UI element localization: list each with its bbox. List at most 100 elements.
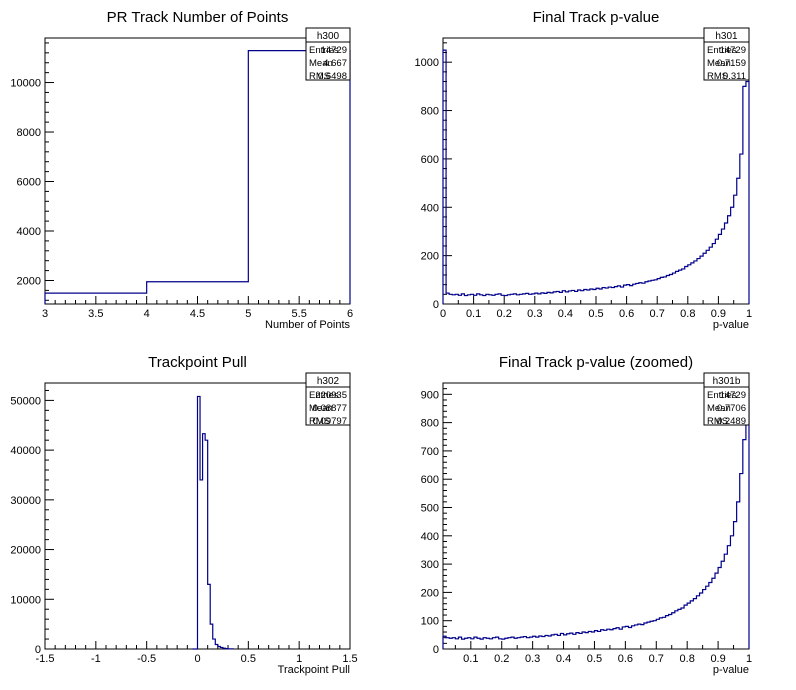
y-tick-label: 700 bbox=[421, 446, 439, 458]
stats-row-value: 14729 bbox=[720, 390, 746, 401]
stats-row-value: 0.08877 bbox=[313, 403, 347, 414]
y-tick-label: 200 bbox=[421, 251, 439, 263]
x-tick-label: 5.5 bbox=[292, 308, 307, 320]
y-tick-label: 10000 bbox=[10, 594, 41, 606]
stats-row-label: Entries bbox=[707, 390, 737, 401]
x-tick-label: 0.5 bbox=[588, 308, 603, 320]
x-tick-label: 0.3 bbox=[525, 653, 540, 665]
y-tick-label: 200 bbox=[421, 587, 439, 599]
plot-frame bbox=[442, 37, 750, 305]
x-tick-label: 0 bbox=[440, 308, 446, 320]
stats-row-value: 0.6498 bbox=[318, 71, 347, 82]
y-tick-label: 800 bbox=[421, 106, 439, 118]
x-tick-label: 0.5 bbox=[241, 653, 256, 665]
x-tick-label: 1.5 bbox=[342, 653, 357, 665]
y-tick-label: 0 bbox=[35, 644, 41, 656]
x-tick-label: 0.7 bbox=[650, 308, 665, 320]
histogram-pad-4: Final Track p-value (zoomed) 0.1 0.2 0.3 0.4… bbox=[421, 354, 752, 676]
stats-box-name: h301 bbox=[715, 31, 738, 42]
x-tick-label: 0.1 bbox=[463, 653, 478, 665]
x-axis-label: Number of Points bbox=[265, 319, 350, 331]
x-tick-label: 6 bbox=[347, 308, 353, 320]
x-axis-label: p-value bbox=[713, 319, 749, 331]
x-axis-label: p-value bbox=[713, 664, 749, 676]
y-tick-label: 500 bbox=[421, 503, 439, 515]
x-tick-label: 0.2 bbox=[497, 308, 512, 320]
y-tick-label: 6000 bbox=[17, 177, 41, 189]
stats-box-name: h300 bbox=[317, 31, 340, 42]
y-tick-label: 100 bbox=[421, 616, 439, 628]
stats-box-frame bbox=[305, 372, 351, 426]
y-tick-label: 0 bbox=[433, 644, 439, 656]
y-tick-label: 2000 bbox=[17, 275, 41, 287]
stats-row-label: RMS bbox=[309, 416, 330, 427]
stats-row-label: Mean bbox=[707, 58, 731, 69]
stats-box-frame bbox=[305, 27, 351, 81]
stats-row-label: RMS bbox=[707, 71, 728, 82]
x-tick-label: 1 bbox=[746, 653, 752, 665]
x-tick-label: 4 bbox=[144, 308, 150, 320]
y-tick-label: 400 bbox=[421, 531, 439, 543]
stats-row-value: 220935 bbox=[315, 390, 347, 401]
x-tick-label: 0.9 bbox=[710, 653, 725, 665]
x-tick-label: 0 bbox=[194, 653, 200, 665]
x-axis-label: Trackpoint Pull bbox=[278, 664, 350, 676]
y-tick-label: 400 bbox=[421, 202, 439, 214]
stats-row-label: Entries bbox=[309, 45, 339, 56]
stats-row-value: 4.667 bbox=[323, 58, 347, 69]
x-tick-label: 0.9 bbox=[711, 308, 726, 320]
x-tick-label: 0.4 bbox=[558, 308, 573, 320]
x-tick-label: 0.2 bbox=[494, 653, 509, 665]
x-tick-label: 0.8 bbox=[680, 653, 695, 665]
plot-frame bbox=[44, 37, 351, 305]
x-tick-label: 0.7 bbox=[649, 653, 664, 665]
stats-row-label: Mean bbox=[707, 403, 731, 414]
y-tick-label: 300 bbox=[421, 559, 439, 571]
stats-box-frame bbox=[703, 372, 750, 426]
stats-row-label: RMS bbox=[707, 416, 728, 427]
y-tick-label: 40000 bbox=[10, 445, 41, 457]
chart-title: Final Track p-value (zoomed) bbox=[499, 354, 693, 371]
histogram-series bbox=[442, 388, 750, 649]
y-tick-label: 600 bbox=[421, 474, 439, 486]
histogram-pad-3: Trackpoint Pull-1.5 -1 -0.5 0 0.5 1 1.5Trackpo… bbox=[10, 354, 357, 676]
x-tick-label: 0.6 bbox=[618, 653, 633, 665]
y-tick-label: 20000 bbox=[10, 545, 41, 557]
y-tick-label: 600 bbox=[421, 154, 439, 166]
y-tick-label: 30000 bbox=[10, 495, 41, 507]
stats-row-label: Entries bbox=[707, 45, 737, 56]
x-tick-label: 1 bbox=[296, 653, 302, 665]
histogram-pad-2: Final Track p-value 0 0.1 0.2 0.3 0.4 0.5 0.6 0.… bbox=[415, 9, 753, 331]
stats-row-value: 14729 bbox=[321, 45, 347, 56]
x-tick-label: -1 bbox=[91, 653, 101, 665]
stats-row-label: RMS bbox=[309, 71, 330, 82]
stats-box-frame bbox=[703, 27, 750, 81]
x-tick-label: 0.1 bbox=[466, 308, 481, 320]
stats-row-label: Entries bbox=[309, 390, 339, 401]
y-tick-label: 900 bbox=[421, 389, 439, 401]
histogram-series bbox=[44, 50, 351, 304]
x-tick-label: 4.5 bbox=[190, 308, 205, 320]
stats-row-value: 0.7706 bbox=[717, 403, 746, 414]
x-tick-label: 1 bbox=[746, 308, 752, 320]
x-tick-label: 5 bbox=[245, 308, 251, 320]
y-tick-label: 10000 bbox=[10, 78, 41, 90]
histogram-pad-1: PR Track Number of Points 3 3.5 4 4.5 5 5.5 6Nu… bbox=[10, 9, 353, 331]
stats-row-value: 14729 bbox=[720, 45, 746, 56]
y-tick-label: 50000 bbox=[10, 395, 41, 407]
x-tick-label: 0.6 bbox=[619, 308, 634, 320]
stats-row-label: Mean bbox=[309, 403, 333, 414]
x-tick-label: 0.8 bbox=[680, 308, 695, 320]
stats-box-name: h301b bbox=[713, 376, 741, 387]
x-tick-label: 0.5 bbox=[587, 653, 602, 665]
x-tick-label: -0.5 bbox=[137, 653, 156, 665]
chart-title: Final Track p-value bbox=[533, 9, 660, 26]
chart-title: PR Track Number of Points bbox=[107, 9, 289, 26]
stats-row-label: Mean bbox=[309, 58, 333, 69]
plot-frame bbox=[442, 382, 750, 650]
